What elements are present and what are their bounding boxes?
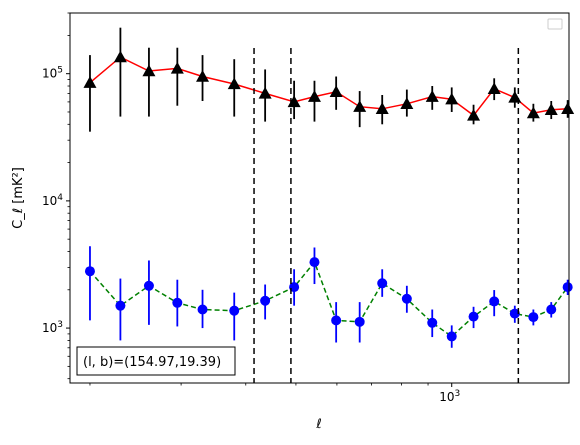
series-1-marker xyxy=(487,82,501,95)
y-tick-label: 104 xyxy=(42,193,63,208)
series-1-marker xyxy=(83,76,97,88)
series-2-marker xyxy=(377,278,388,289)
series-2-marker xyxy=(331,315,342,326)
series-1-marker xyxy=(329,85,343,98)
x-tick-label: 103 xyxy=(439,389,460,404)
series-2-marker xyxy=(260,295,271,306)
series-1-marker xyxy=(400,97,414,109)
series-1-marker xyxy=(526,106,540,119)
series-1-marker xyxy=(445,92,459,105)
series-2-marker xyxy=(446,331,457,342)
y-axis-label: C_ℓ [mK²] xyxy=(11,167,26,229)
series-2-marker xyxy=(427,317,438,328)
series-1-marker xyxy=(375,102,389,114)
legend-box xyxy=(547,18,563,30)
series-2-marker xyxy=(401,293,412,304)
plot-frame xyxy=(69,12,570,384)
series-1-marker xyxy=(544,103,558,116)
x-axis-label: ℓ xyxy=(315,417,321,432)
y-tick-exponent: 5 xyxy=(57,66,63,76)
series-1-marker xyxy=(227,77,241,90)
series-2-marker xyxy=(197,304,208,315)
series-2-marker xyxy=(528,312,539,323)
annotation-box: (l, b)=(154.97,19.39) xyxy=(76,346,236,376)
series-1-marker xyxy=(170,61,184,74)
series-2-marker xyxy=(229,305,240,316)
series-1-marker xyxy=(307,90,321,102)
series-1-marker xyxy=(287,95,301,108)
annotation-text: (l, b)=(154.97,19.39) xyxy=(83,355,221,370)
series-1-marker xyxy=(196,70,210,82)
y-tick-label: 105 xyxy=(42,66,63,81)
series-1-marker xyxy=(467,108,481,121)
series-1-marker xyxy=(113,50,127,63)
series-1-marker xyxy=(508,90,522,103)
series-2-marker xyxy=(309,257,320,268)
series-1-marker xyxy=(353,100,367,112)
series-2-marker xyxy=(143,280,154,291)
series-2-marker xyxy=(172,297,183,308)
series-2-marker xyxy=(546,304,557,315)
series-2-marker xyxy=(115,300,126,311)
x-tick-exponent: 3 xyxy=(454,389,460,399)
series-2-marker xyxy=(562,282,573,293)
series-2-marker xyxy=(354,316,365,327)
y-tick-exponent: 3 xyxy=(57,320,63,330)
series-2-marker xyxy=(468,311,479,322)
series-2-marker xyxy=(489,296,500,307)
series-2-marker xyxy=(509,308,520,319)
series-1-marker xyxy=(561,102,575,114)
y-tick-label: 103 xyxy=(42,320,63,335)
series-2-marker xyxy=(84,266,95,277)
series-1-marker xyxy=(142,64,156,77)
series-1-marker xyxy=(258,86,272,99)
series-1-marker xyxy=(425,90,439,102)
y-tick-exponent: 4 xyxy=(57,193,63,203)
